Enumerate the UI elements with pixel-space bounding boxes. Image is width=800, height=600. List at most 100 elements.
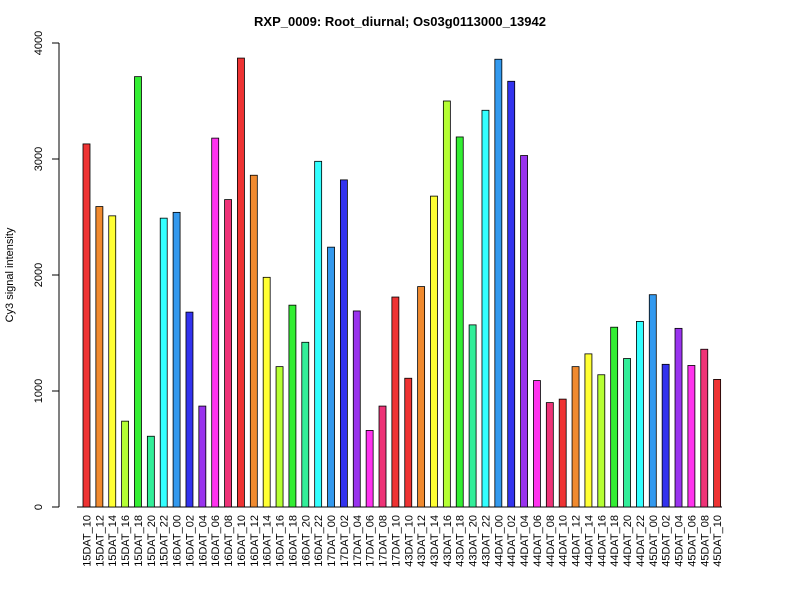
x-tick-label: 43DAT_22 (480, 515, 492, 567)
x-tick-label: 15DAT_16 (120, 515, 132, 567)
y-axis-ticks: 0 1000 2000 3000 4000 (33, 31, 59, 510)
bar-44dat-18 (610, 326, 619, 508)
bar-45dat-02 (661, 363, 670, 508)
bar-15dat-20 (146, 435, 155, 508)
x-tick-label: 45DAT_10 (712, 515, 724, 567)
x-tick-label: 17DAT_10 (390, 515, 402, 567)
y-tick-label: 2000 (33, 263, 45, 287)
bar-44dat-02 (507, 80, 516, 508)
bar-44dat-04 (520, 155, 528, 508)
bar-43dat-12 (417, 286, 426, 508)
x-tick-label: 16DAT_18 (287, 515, 299, 567)
x-tick-label: 15DAT_14 (107, 515, 119, 567)
bar-43dat-14 (430, 195, 438, 508)
bar-43dat-22 (481, 109, 490, 508)
x-tick-label: 44DAT_04 (519, 515, 531, 567)
bar-45dat-06 (687, 365, 696, 508)
x-tick-label: 16DAT_22 (313, 515, 325, 567)
x-tick-label: 45DAT_04 (674, 515, 686, 567)
bar-17dat-04 (352, 310, 361, 508)
chart-title: RXP_0009: Root_diurnal; Os03g0113000_139… (254, 14, 546, 29)
bar-44dat-00 (494, 58, 503, 508)
x-tick-label: 16DAT_02 (184, 515, 196, 567)
x-tick-label: 43DAT_14 (429, 515, 441, 567)
x-tick-label: 16DAT_00 (172, 515, 184, 567)
x-tick-label: 17DAT_06 (365, 515, 377, 567)
x-tick-label: 45DAT_08 (699, 515, 711, 567)
bar-16dat-02 (185, 311, 194, 508)
y-tick-label: 3000 (33, 147, 45, 171)
x-tick-label: 44DAT_20 (622, 515, 634, 567)
x-tick-label: 43DAT_16 (442, 515, 454, 567)
bar-43dat-10 (404, 377, 413, 508)
x-tick-label: 44DAT_12 (571, 515, 583, 567)
x-tick-label: 15DAT_10 (82, 515, 94, 567)
bar-16dat-06 (211, 137, 220, 508)
x-axis-tick-labels: 15DAT_10 15DAT_12 15DAT_14 15DAT_16 15DAT_18… (82, 515, 725, 567)
y-tick-label: 4000 (33, 31, 45, 55)
bar-45dat-04 (674, 327, 683, 508)
bar-17dat-10 (391, 296, 400, 508)
bar-17dat-08 (378, 405, 387, 508)
x-tick-label: 17DAT_02 (339, 515, 351, 567)
bar-43dat-20 (468, 324, 477, 508)
bar-44dat-12 (571, 366, 580, 508)
bar-44dat-20 (623, 358, 631, 508)
x-tick-label: 15DAT_22 (159, 515, 171, 567)
bar-44dat-14 (584, 353, 593, 508)
x-tick-label: 16DAT_10 (236, 515, 248, 567)
x-tick-label: 16DAT_14 (262, 515, 274, 567)
x-tick-label: 44DAT_16 (596, 515, 608, 567)
bar-44dat-08 (545, 402, 554, 508)
y-axis-label: Cy3 signal intensity (4, 227, 16, 322)
bar-15dat-10 (82, 143, 91, 508)
x-tick-label: 16DAT_06 (210, 515, 222, 567)
bar-16dat-22 (314, 160, 323, 508)
bar-16dat-10 (237, 57, 245, 508)
bar-16dat-00 (172, 211, 181, 508)
bar-45dat-10 (713, 378, 722, 508)
bar-44dat-06 (533, 380, 541, 508)
x-tick-label: 43DAT_18 (455, 515, 467, 567)
x-tick-label: 17DAT_00 (326, 515, 338, 567)
bar-17dat-00 (327, 246, 335, 508)
bar-17dat-02 (339, 179, 348, 508)
x-tick-label: 16DAT_08 (223, 515, 235, 567)
bar-44dat-16 (597, 374, 606, 508)
bar-15dat-18 (134, 76, 142, 508)
bar-16dat-12 (249, 174, 258, 508)
bar-15dat-16 (121, 420, 130, 508)
y-tick-label: 1000 (33, 379, 45, 403)
x-tick-label: 16DAT_04 (197, 515, 209, 567)
x-tick-label: 16DAT_16 (275, 515, 287, 567)
bars-group (82, 57, 722, 508)
bar-16dat-14 (262, 276, 271, 508)
x-tick-label: 43DAT_12 (416, 515, 428, 567)
bar-16dat-16 (275, 366, 284, 508)
bar-16dat-20 (301, 341, 310, 508)
x-tick-label: 43DAT_10 (403, 515, 415, 567)
bar-44dat-22 (636, 320, 644, 508)
x-tick-label: 15DAT_20 (146, 515, 158, 567)
x-tick-label: 45DAT_06 (686, 515, 698, 567)
x-tick-label: 44DAT_06 (532, 515, 544, 567)
bar-43dat-18 (455, 136, 464, 508)
x-tick-label: 16DAT_20 (300, 515, 312, 567)
bar-16dat-04 (198, 405, 207, 508)
x-tick-label: 15DAT_18 (133, 515, 145, 567)
bar-15dat-14 (108, 215, 117, 508)
x-tick-label: 44DAT_08 (545, 515, 557, 567)
bar-16dat-08 (224, 199, 232, 508)
x-tick-label: 44DAT_22 (635, 515, 647, 567)
x-tick-label: 15DAT_12 (94, 515, 106, 567)
x-tick-label: 16DAT_12 (249, 515, 261, 567)
bar-16dat-18 (288, 304, 297, 508)
x-tick-label: 44DAT_14 (583, 515, 595, 567)
x-tick-label: 44DAT_00 (493, 515, 505, 567)
x-tick-label: 17DAT_08 (378, 515, 390, 567)
bar-44dat-10 (558, 398, 567, 508)
y-tick-label: 0 (33, 504, 45, 510)
x-tick-label: 17DAT_04 (352, 515, 364, 567)
x-tick-label: 45DAT_00 (648, 515, 660, 567)
